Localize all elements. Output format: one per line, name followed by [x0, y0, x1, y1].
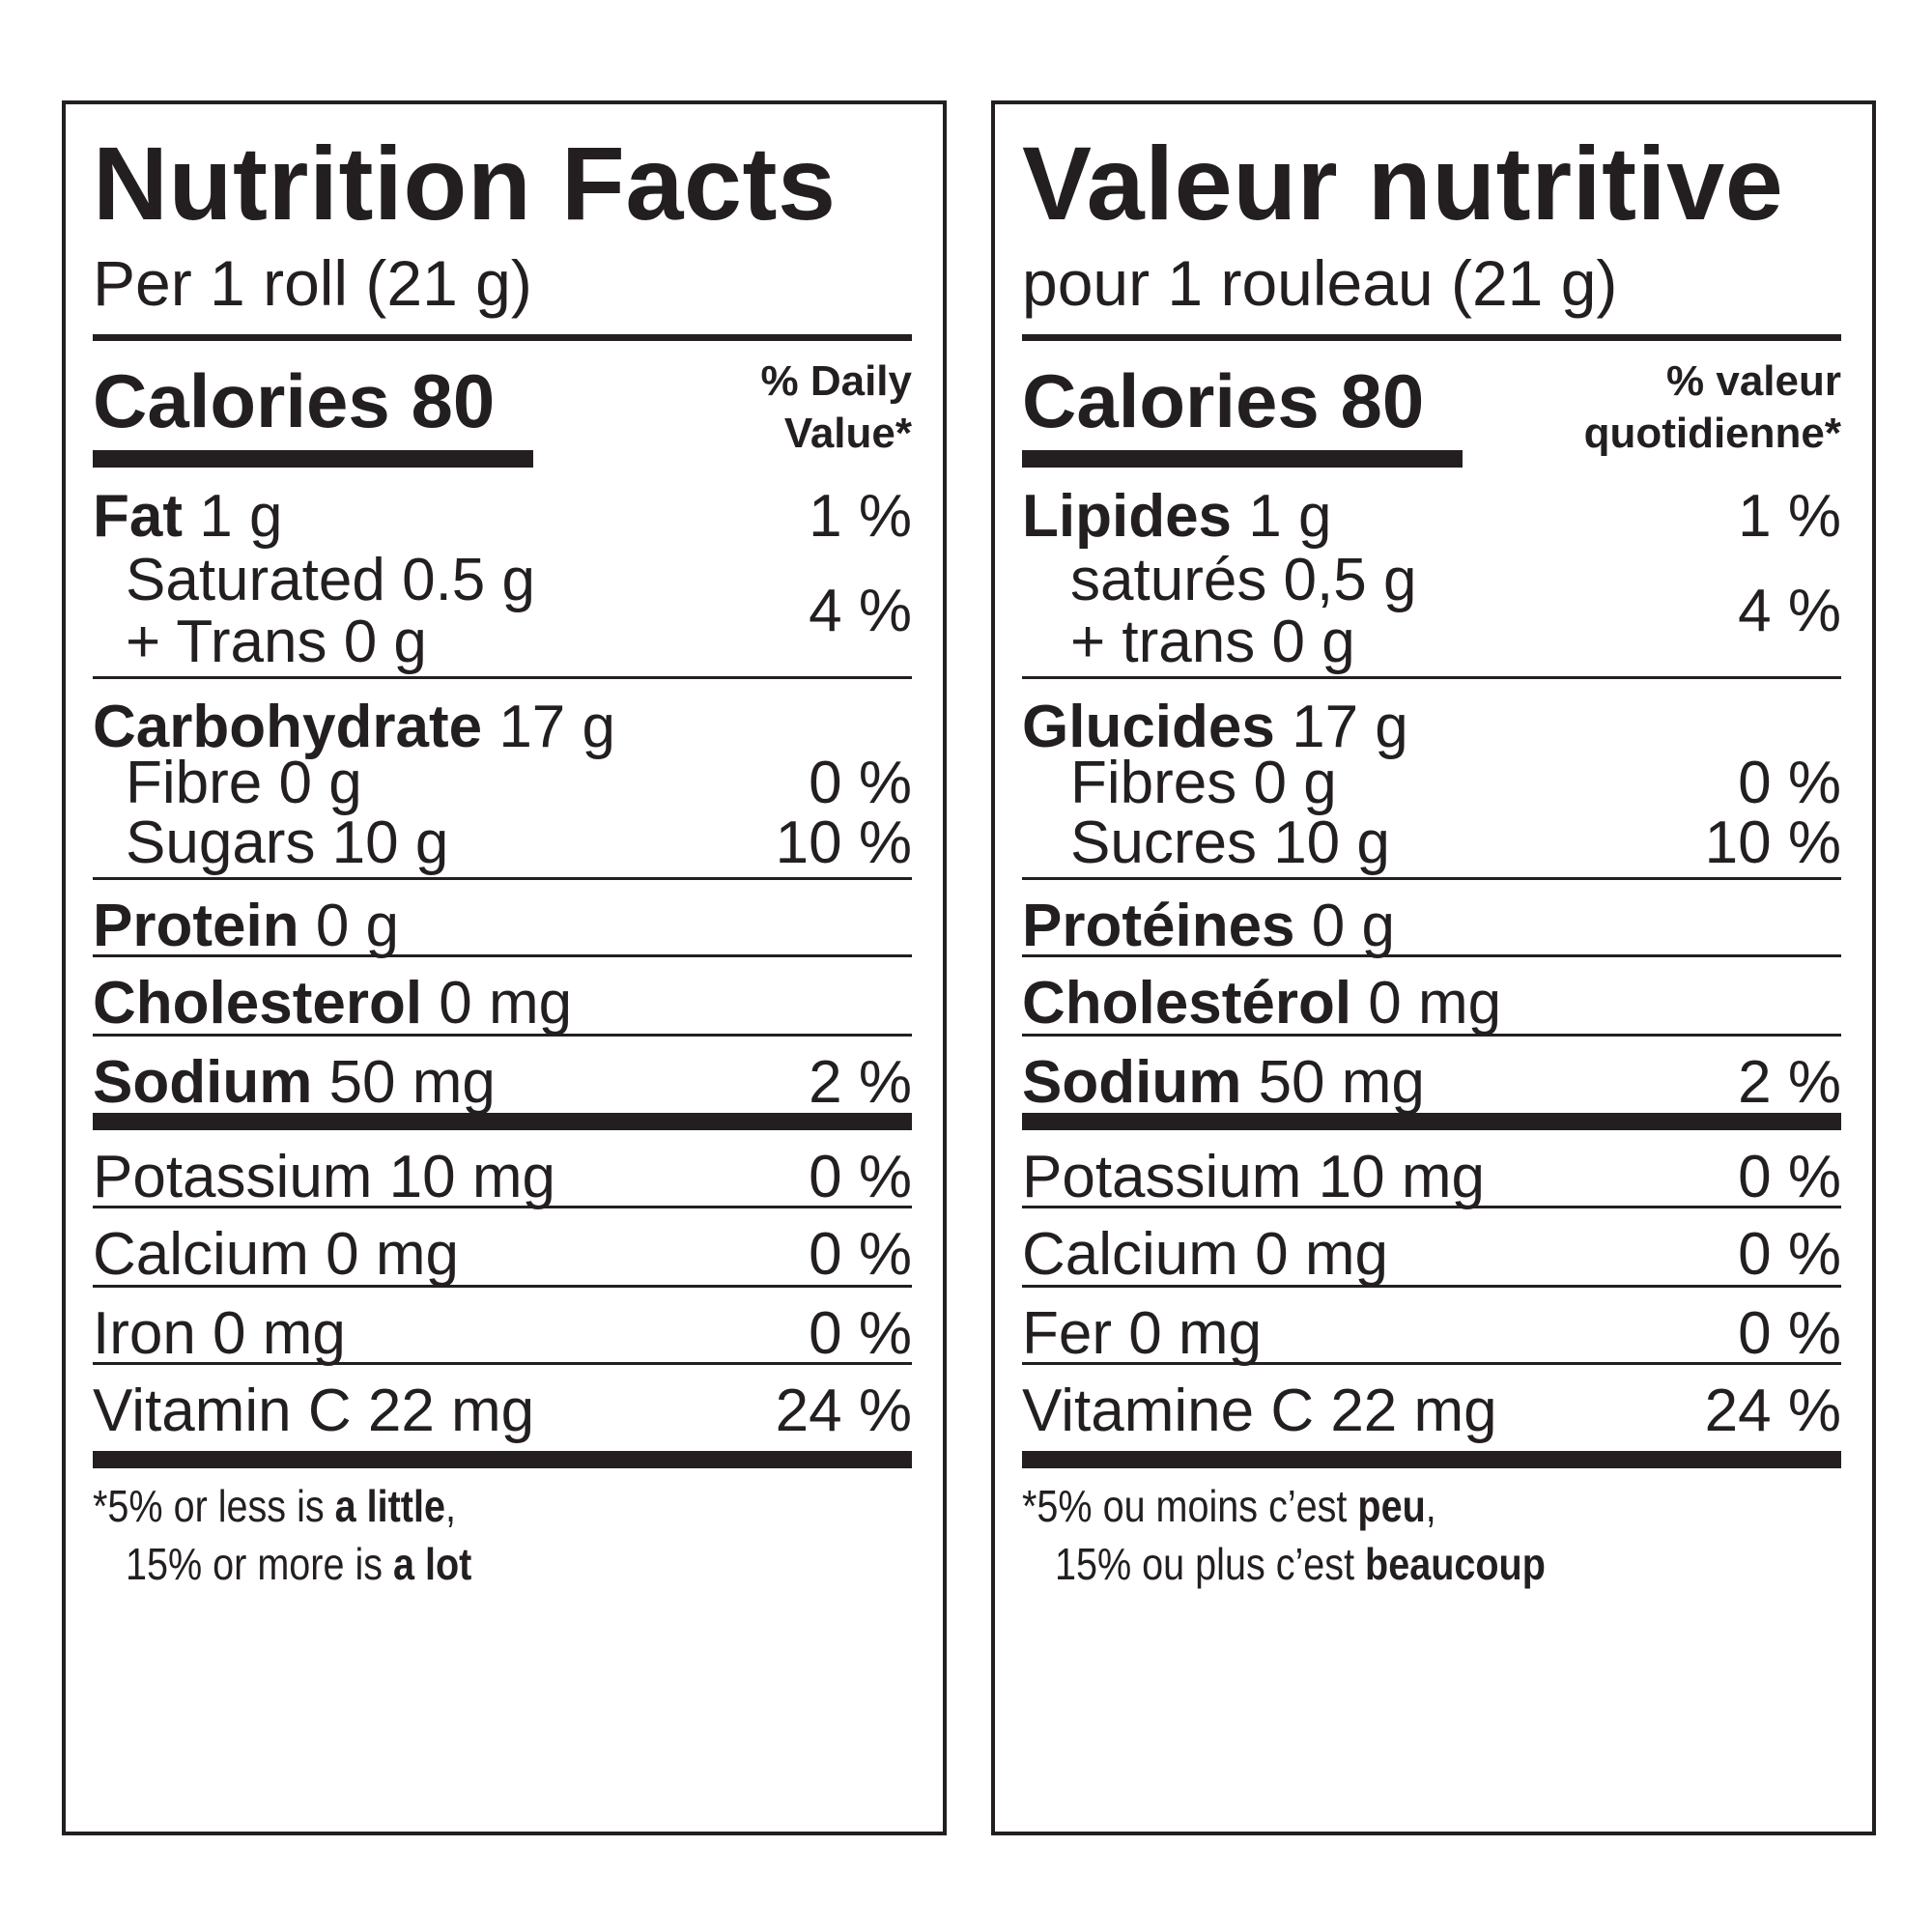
iron-dv: 0 % — [809, 1300, 912, 1367]
calories-rule — [93, 450, 533, 468]
fat-row: Lipides 1 g — [1022, 483, 1332, 550]
rule-thick — [1022, 1113, 1841, 1130]
fat-dv: 1 % — [809, 483, 912, 550]
rule-thick — [93, 1113, 912, 1130]
fat-row: Fat 1 g — [93, 483, 283, 550]
carbohydrate-row: Carbohydrate 17 g — [93, 694, 615, 760]
protein-row: Protéines 0 g — [1022, 893, 1395, 959]
divider — [1022, 1034, 1841, 1037]
saturated-fat: saturés 0,5 g — [1070, 547, 1417, 613]
sodium-row: Sodium 50 mg — [93, 1049, 496, 1116]
sodium-dv: 2 % — [1738, 1049, 1841, 1116]
footnote-line-1: *5% or less is a little, — [93, 1481, 456, 1531]
carbohydrate-row: Glucides 17 g — [1022, 694, 1408, 760]
divider — [1022, 676, 1841, 679]
divider — [1022, 1285, 1841, 1288]
potassium-row: Potassium 10 mg — [1022, 1144, 1485, 1210]
divider — [1022, 1206, 1841, 1208]
vitamin-c-row: Vitamine C 22 mg — [1022, 1378, 1497, 1444]
sat-trans-dv: 4 % — [809, 578, 912, 644]
divider — [93, 1285, 912, 1288]
iron-row: Fer 0 mg — [1022, 1300, 1263, 1367]
cholesterol-row: Cholestérol 0 mg — [1022, 970, 1502, 1037]
saturated-fat: Saturated 0.5 g — [126, 547, 535, 613]
sugars-dv: 10 % — [1704, 810, 1841, 876]
iron-row: Iron 0 mg — [93, 1300, 346, 1367]
divider — [1022, 1362, 1841, 1365]
nutrition-facts-panel-en: Nutrition Facts Per 1 roll (21 g) Calori… — [62, 100, 947, 1835]
sat-trans-dv: 4 % — [1738, 578, 1841, 644]
trans-fat: + trans 0 g — [1070, 609, 1355, 675]
calcium-row: Calcium 0 mg — [93, 1221, 459, 1288]
sugars-dv: 10 % — [775, 810, 912, 876]
fibre-dv: 0 % — [1738, 750, 1841, 816]
rule-thick — [93, 1451, 912, 1468]
divider — [1022, 877, 1841, 880]
sodium-row: Sodium 50 mg — [1022, 1049, 1425, 1116]
footnote-line-1: *5% ou moins c’est peu, — [1022, 1481, 1436, 1531]
cholesterol-row: Cholesterol 0 mg — [93, 970, 573, 1037]
divider — [93, 1206, 912, 1208]
serving-size: pour 1 rouleau (21 g) — [1022, 247, 1618, 319]
calcium-dv: 0 % — [1738, 1221, 1841, 1288]
vitamin-c-dv: 24 % — [775, 1378, 912, 1444]
potassium-row: Potassium 10 mg — [93, 1144, 555, 1210]
calories-rule — [1022, 450, 1463, 468]
footnote-line-2: 15% ou plus c’est beaucoup — [1055, 1539, 1546, 1589]
divider — [93, 877, 912, 880]
calories: Calories 80 — [1022, 358, 1425, 443]
daily-value-header: % valeur quotidienne* — [1583, 357, 1841, 457]
daily-value-header: % Daily Value* — [760, 357, 912, 457]
divider — [93, 1362, 912, 1365]
trans-fat: + Trans 0 g — [126, 609, 427, 675]
fibre-dv: 0 % — [809, 750, 912, 816]
fat-dv: 1 % — [1738, 483, 1841, 550]
sugars-row: Sugars 10 g — [126, 810, 449, 876]
nutrition-facts-panel-fr: Valeur nutritive pour 1 rouleau (21 g) C… — [991, 100, 1876, 1835]
calcium-row: Calcium 0 mg — [1022, 1221, 1388, 1288]
footnote-line-2: 15% or more is a lot — [126, 1539, 472, 1589]
sugars-row: Sucres 10 g — [1070, 810, 1390, 876]
rule-thick — [1022, 334, 1841, 341]
fibre-row: Fibre 0 g — [126, 750, 362, 816]
divider — [93, 954, 912, 957]
serving-size: Per 1 roll (21 g) — [93, 247, 532, 319]
divider — [93, 676, 912, 679]
panel-title: Nutrition Facts — [93, 125, 837, 242]
fibre-row: Fibres 0 g — [1070, 750, 1337, 816]
calcium-dv: 0 % — [809, 1221, 912, 1288]
vitamin-c-dv: 24 % — [1704, 1378, 1841, 1444]
divider — [1022, 954, 1841, 957]
rule-thick — [1022, 1451, 1841, 1468]
potassium-dv: 0 % — [1738, 1144, 1841, 1210]
potassium-dv: 0 % — [809, 1144, 912, 1210]
vitamin-c-row: Vitamin C 22 mg — [93, 1378, 535, 1444]
calories: Calories 80 — [93, 358, 496, 443]
sodium-dv: 2 % — [809, 1049, 912, 1116]
iron-dv: 0 % — [1738, 1300, 1841, 1367]
protein-row: Protein 0 g — [93, 893, 400, 959]
divider — [93, 1034, 912, 1037]
panel-title: Valeur nutritive — [1022, 125, 1784, 242]
rule-thick — [93, 334, 912, 341]
